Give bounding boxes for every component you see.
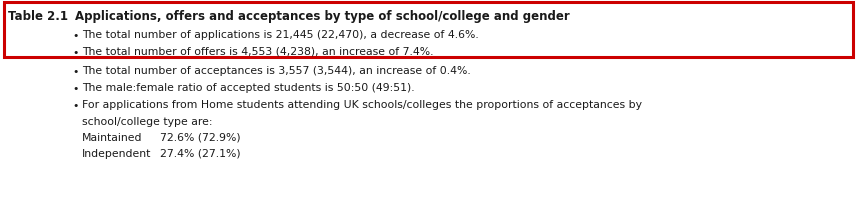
Text: Table 2.1: Table 2.1 xyxy=(8,10,68,23)
Text: 72.6% (72.9%): 72.6% (72.9%) xyxy=(160,132,241,142)
Text: •: • xyxy=(72,31,78,41)
Text: The total number of offers is 4,553 (4,238), an increase of 7.4%.: The total number of offers is 4,553 (4,2… xyxy=(82,47,434,57)
Text: Independent: Independent xyxy=(82,148,152,158)
Text: school/college type are:: school/college type are: xyxy=(82,116,213,126)
Text: Applications, offers and acceptances by type of school/college and gender: Applications, offers and acceptances by … xyxy=(75,10,570,23)
Text: •: • xyxy=(72,101,78,110)
Text: The total number of applications is 21,445 (22,470), a decrease of 4.6%.: The total number of applications is 21,4… xyxy=(82,30,479,40)
Text: •: • xyxy=(72,48,78,58)
Text: The total number of acceptances is 3,557 (3,544), an increase of 0.4%.: The total number of acceptances is 3,557… xyxy=(82,66,470,76)
Text: •: • xyxy=(72,84,78,94)
Text: For applications from Home students attending UK schools/colleges the proportion: For applications from Home students atte… xyxy=(82,100,642,109)
Text: Maintained: Maintained xyxy=(82,132,142,142)
Text: The male:female ratio of accepted students is 50:50 (49:51).: The male:female ratio of accepted studen… xyxy=(82,83,415,93)
Text: •: • xyxy=(72,67,78,77)
Text: 27.4% (27.1%): 27.4% (27.1%) xyxy=(160,148,241,158)
